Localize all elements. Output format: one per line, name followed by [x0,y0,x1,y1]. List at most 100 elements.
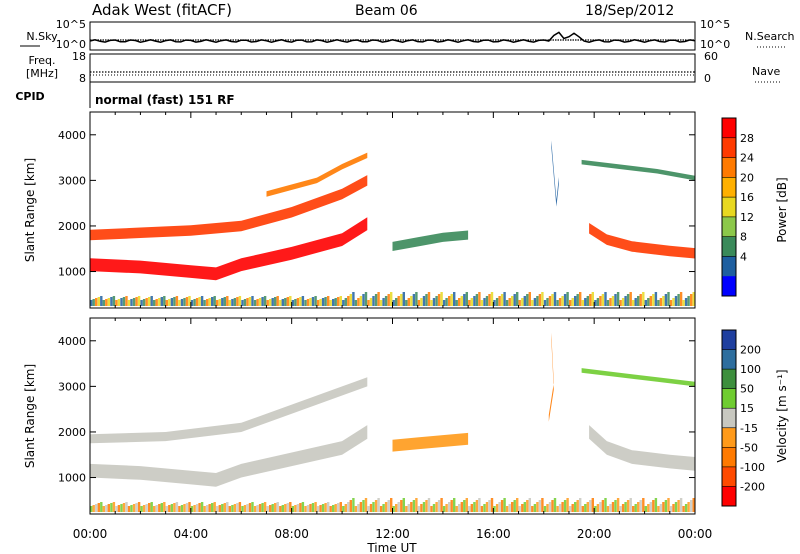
velocity-ground-mark [495,504,499,512]
power-ground-mark [337,297,340,306]
velocity-ground-mark [233,504,237,512]
velocity-ground-mark [390,498,393,512]
velocity-ground-mark [614,500,617,512]
power-ground-mark [543,300,547,306]
power-ground-mark [195,298,199,306]
velocity-ground-mark [281,505,284,512]
velocity-ground-mark [420,504,423,512]
velocity-ground-mark [185,503,189,512]
power-ground-mark [314,296,317,306]
power-ground-mark [453,292,456,306]
velocity-ground-mark [518,506,521,512]
power-ground-mark [531,300,534,306]
velocity-ytick-label: 4000 [58,335,86,348]
power-ground-mark [213,296,216,306]
power-ground-mark [455,300,458,306]
power-ground-mark [400,294,403,306]
velocity-colorbar-label: -50 [740,441,758,454]
power-ground-mark [349,294,352,306]
velocity-ground-mark [395,504,398,512]
velocity-ground-mark [684,504,688,512]
power-ground-mark [415,292,418,306]
power-ground-mark [153,300,156,306]
power-ground-mark [324,297,327,306]
power-ground-mark [178,300,181,306]
velocity-band-5 [548,332,554,422]
velocity-ground-mark [569,506,572,512]
velocity-ground-mark [581,506,584,512]
velocity-ground-mark [392,506,395,512]
velocity-ground-mark [440,498,443,512]
velocity-ground-mark [531,506,534,512]
power-ground-mark [311,297,315,306]
velocity-ground-mark [231,505,234,512]
power-ground-mark [417,300,421,306]
velocity-colorbar-label: -100 [740,461,765,474]
velocity-ground-mark [327,502,330,512]
velocity-ground-mark [417,506,421,512]
power-ground-mark [571,298,574,306]
velocity-ground-mark [243,505,247,512]
velocity-ground-mark [566,498,569,512]
velocity-band-2 [392,432,469,452]
velocity-ground-mark [637,502,640,512]
time-tick-label: 16:00 [476,527,511,541]
power-ground-mark [662,296,665,306]
power-ground-mark [170,298,174,306]
power-ground-mark [165,300,168,306]
power-ground-mark [508,298,511,306]
power-ground-mark [541,292,544,306]
power-ground-mark [387,294,390,306]
power-colorbar-label: 24 [740,152,754,165]
power-ground-mark [334,298,337,306]
power-ytick-label: 3000 [58,174,86,187]
power-ground-mark [221,298,224,306]
power-ground-mark [110,297,113,306]
velocity-ground-mark [107,504,110,512]
power-colorbar-label: 16 [740,191,754,204]
velocity-ground-mark [276,502,279,512]
power-ground-mark [632,300,635,306]
velocity-ground-mark [296,504,300,512]
power-ytick-label: 1000 [58,266,86,279]
velocity-ground-mark [200,502,204,512]
velocity-ground-mark [599,502,602,512]
power-ground-mark [533,298,537,306]
power-ground-mark [384,296,388,306]
velocity-ground-mark [483,504,486,512]
velocity-ground-mark [556,506,559,512]
power-ground-mark [112,296,116,306]
velocity-band-4 [581,368,695,387]
power-ground-mark [664,294,668,306]
power-ground-mark [626,294,630,306]
velocity-ground-mark [291,506,295,512]
power-ground-mark [500,294,504,306]
power-ground-mark [574,296,577,306]
power-ground-mark [395,298,398,306]
power-ground-mark [528,292,531,306]
power-ground-mark [377,292,380,306]
velocity-ground-mark [669,506,673,512]
power-ground-mark [238,296,242,306]
power-colorbar-label: 20 [740,171,754,184]
velocity-ground-mark [90,506,93,512]
power-ground-mark [269,299,272,306]
velocity-colorbar-label: 200 [740,344,761,357]
power-ground-mark [667,292,670,306]
power-ground-mark [647,298,650,306]
velocity-ground-mark [221,504,224,512]
power-ground-mark [576,294,579,306]
velocity-ground-mark [266,506,269,512]
mode-text: normal (fast) 151 RF [95,93,235,107]
power-ground-mark [316,300,320,306]
velocity-ground-mark [632,506,635,512]
velocity-ground-mark [112,502,116,512]
velocity-ground-mark [125,502,128,512]
velocity-ground-mark [105,505,108,512]
velocity-ground-mark [480,506,484,512]
power-ground-mark [354,300,358,306]
power-ground-mark [357,298,360,306]
power-ground-mark [299,297,302,306]
power-ground-mark [296,298,300,306]
power-colorbar-swatch [722,256,736,277]
